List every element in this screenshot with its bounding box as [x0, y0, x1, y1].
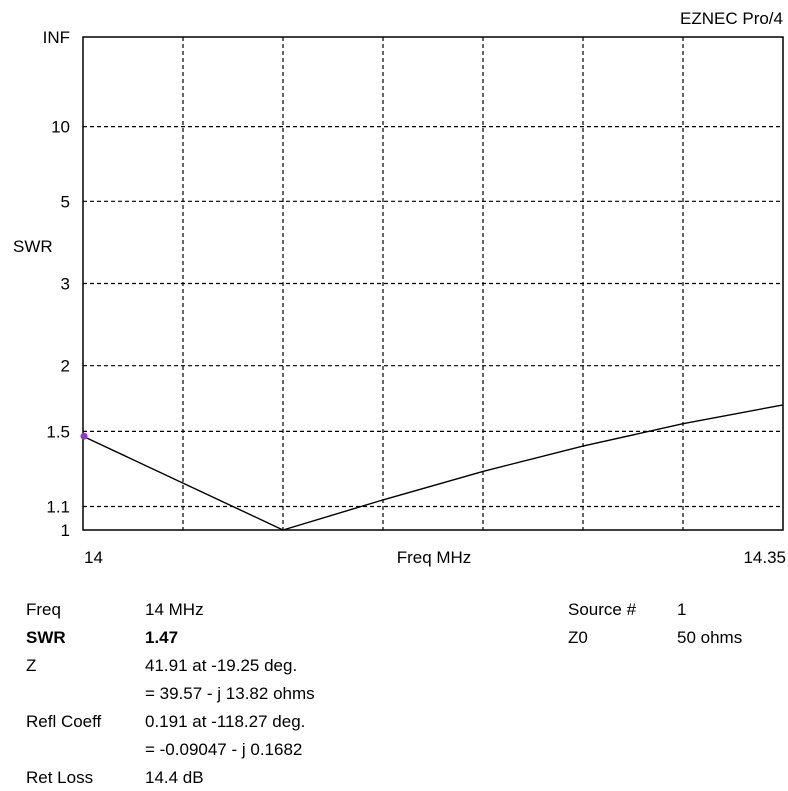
source-label: Source # — [568, 600, 637, 619]
y-tick-label: 1 — [61, 521, 70, 540]
plot-frame — [82, 36, 784, 531]
freq-value: 14 MHz — [145, 600, 204, 619]
y-tick-label: 3 — [61, 275, 70, 294]
z0-value: 50 ohms — [677, 628, 743, 647]
y-tick-label: 2 — [61, 357, 70, 376]
y-tick-label: 10 — [51, 118, 70, 137]
swr-curve — [82, 404, 784, 531]
swr-chart: EZNEC Pro/4 INF 10 5 3 2 1.5 1.1 1 SWR 14 Freq … — [13, 9, 786, 567]
y-axis-label: SWR — [13, 237, 53, 256]
z0-label: Z0 — [568, 628, 588, 647]
z-value-rect: = 39.57 - j 13.82 ohms — [145, 684, 315, 703]
chart-grid — [83, 37, 783, 530]
swr-series — [80, 404, 784, 531]
z-value: 41.91 at -19.25 deg. — [145, 656, 298, 675]
z-label: Z — [26, 656, 37, 675]
x-tick-label-max: 14.35 — [743, 548, 786, 567]
refl-coeff-value-rect: = -0.09047 - j 0.1682 — [145, 740, 303, 759]
freq-label: Freq — [26, 600, 61, 619]
frequency-marker — [80, 432, 88, 440]
y-tick-label: 1.5 — [46, 422, 70, 441]
ret-loss-value: 14.4 dB — [145, 768, 204, 787]
swr-label: SWR — [26, 628, 66, 647]
swr-value: 1.47 — [145, 628, 179, 647]
source-value: 1 — [677, 600, 687, 619]
x-axis-label: Freq MHz — [397, 548, 472, 567]
y-tick-labels: INF 10 5 3 2 1.5 1.1 1 — [43, 28, 70, 540]
y-tick-label: 1.1 — [46, 498, 70, 517]
y-tick-label: INF — [43, 28, 70, 47]
refl-coeff-value: 0.191 at -118.27 deg. — [145, 712, 306, 731]
ret-loss-label: Ret Loss — [26, 768, 94, 787]
refl-coeff-label: Refl Coeff — [26, 712, 102, 731]
x-tick-label-min: 14 — [84, 548, 103, 567]
y-tick-label: 5 — [61, 192, 70, 211]
app-title: EZNEC Pro/4 — [680, 9, 783, 28]
